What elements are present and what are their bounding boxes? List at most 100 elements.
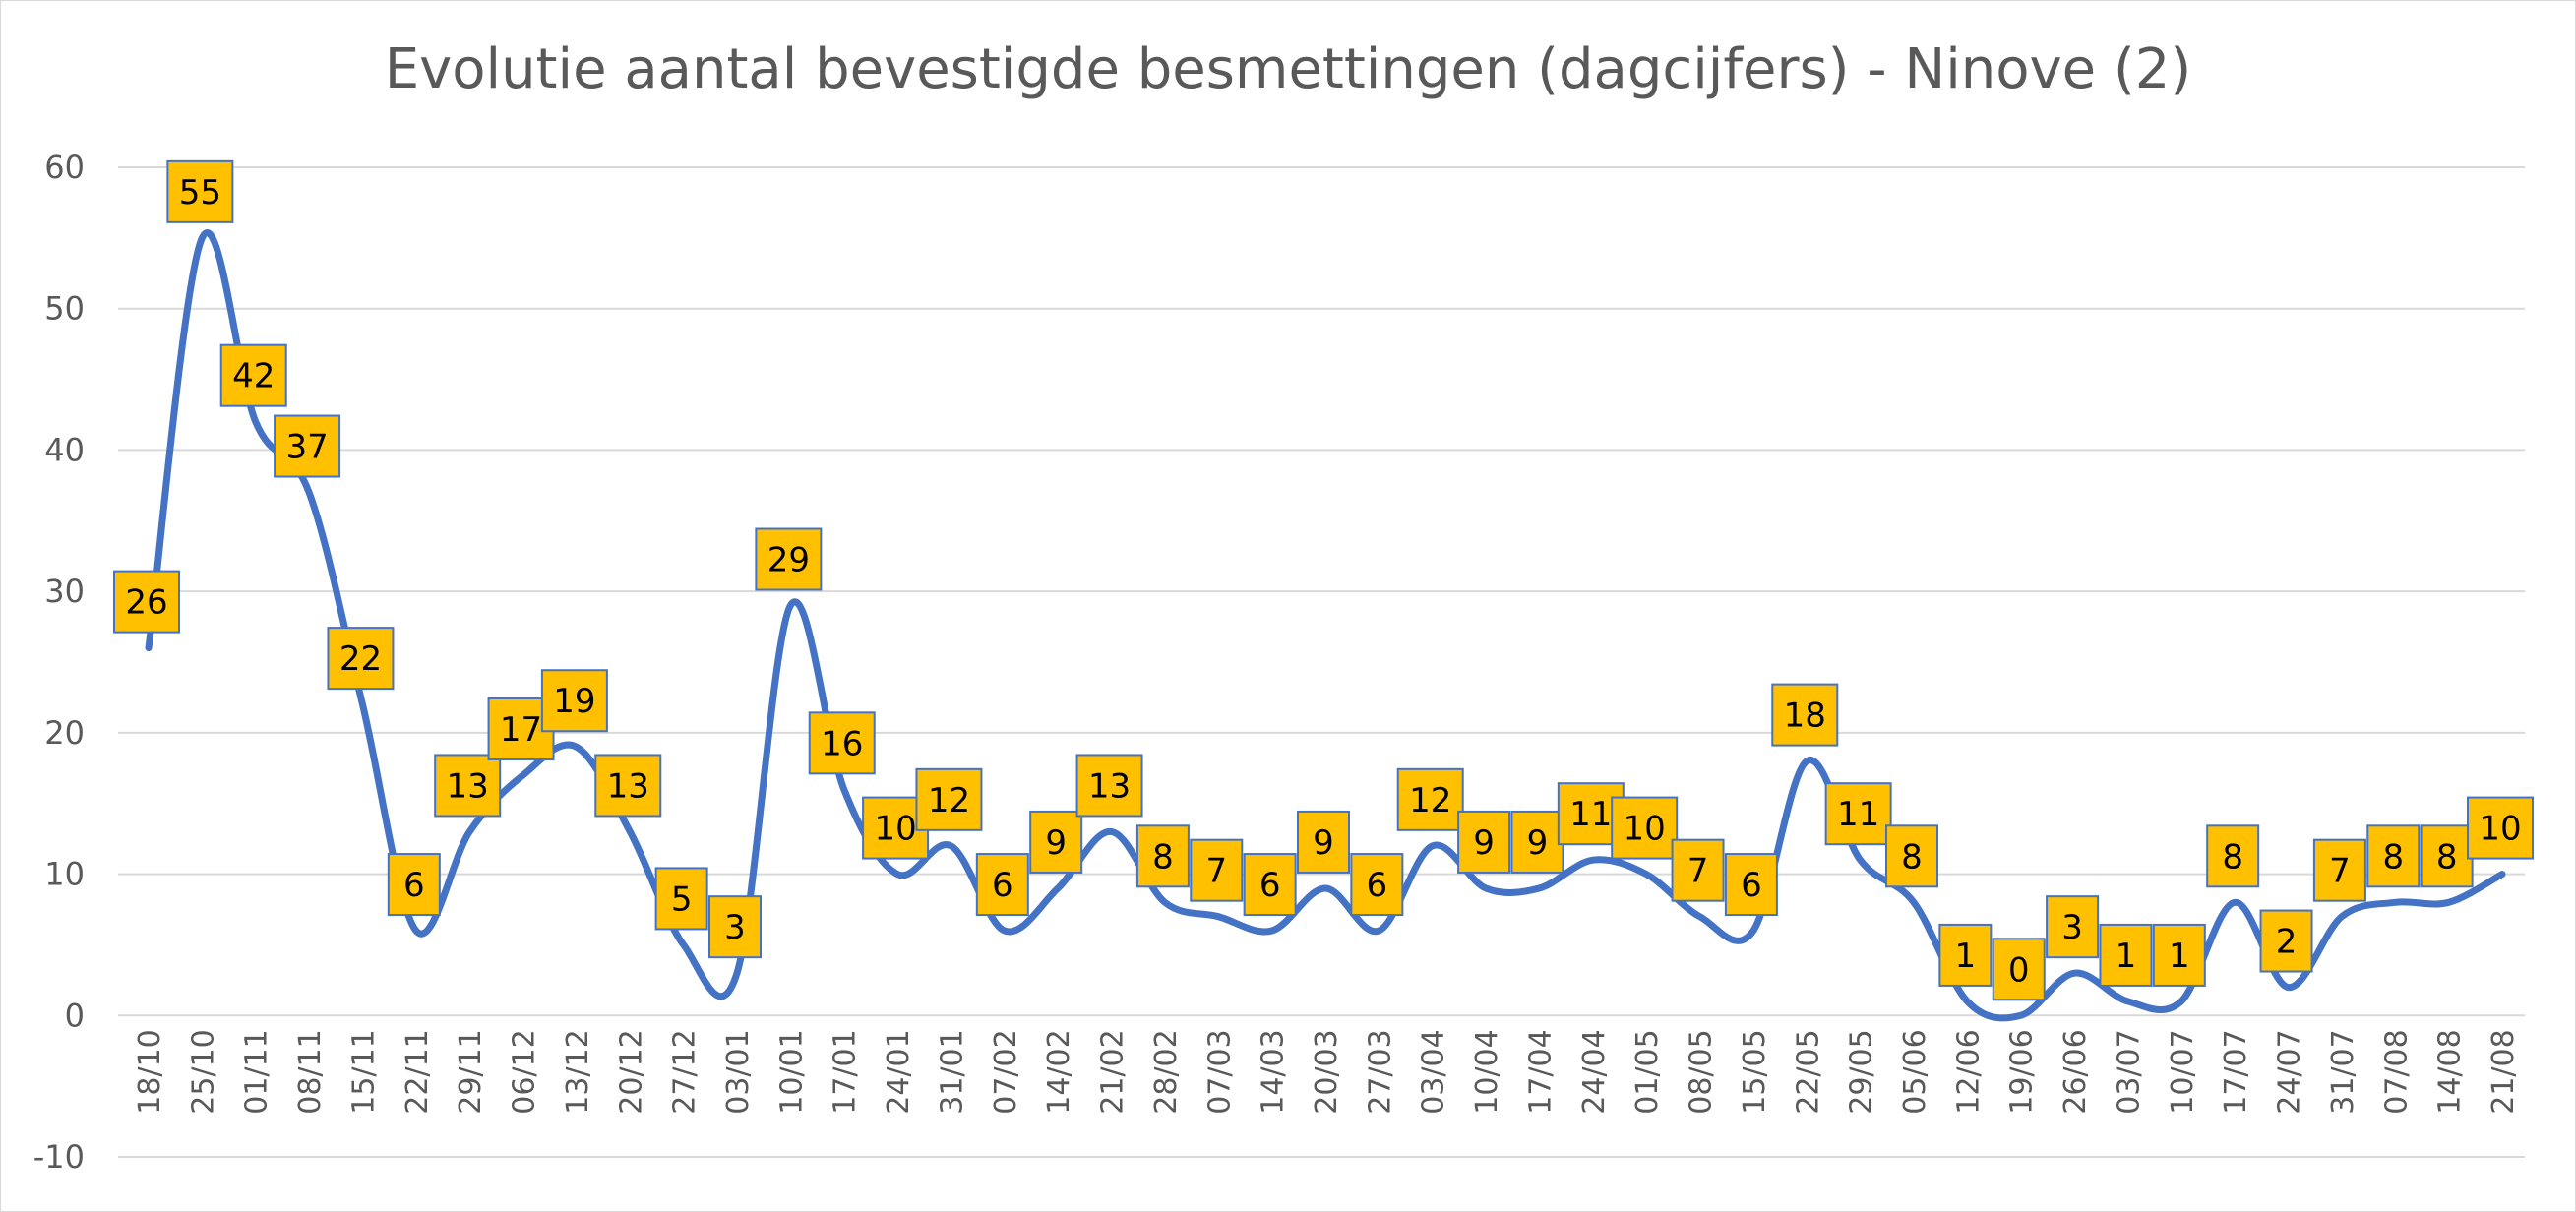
data-label-box: [387, 853, 441, 917]
data-label-box: [1075, 754, 1143, 818]
x-axis-ticks: 18/10 25/10 01/11 08/11 15/11 22/11 29/11 06/12…: [133, 1029, 2521, 1114]
x-tick-label: 03/04: [1417, 1029, 1451, 1114]
data-label-box: [975, 853, 1029, 917]
data-label-text: 9: [1527, 823, 1549, 863]
data-label-box: [1297, 810, 1350, 874]
data-label: 1: [1938, 923, 1993, 987]
data-label: 9: [1457, 810, 1511, 874]
x-tick-label: 24/01: [882, 1029, 916, 1114]
x-tick-label: 21/02: [1096, 1029, 1131, 1114]
data-label: 13: [434, 754, 502, 818]
data-label-box: [1510, 810, 1564, 874]
chart-title: Evolutie aantal bevestigde besmettingen …: [384, 37, 2192, 101]
data-label-text: 2: [2276, 923, 2298, 962]
x-tick-label: 17/07: [2219, 1029, 2253, 1114]
data-label-box: [219, 343, 287, 407]
data-label-text: 42: [232, 357, 275, 396]
data-label: 9: [1029, 810, 1083, 874]
data-label-text: 11: [1569, 795, 1612, 834]
data-label: 6: [387, 853, 441, 917]
data-label: 8: [1135, 824, 1190, 888]
data-label: 5: [654, 867, 708, 931]
data-label: 3: [708, 895, 762, 959]
data-label-box: [274, 414, 341, 478]
data-label-text: 6: [1259, 866, 1281, 905]
data-label: 19: [540, 669, 608, 733]
data-label-text: 1: [2116, 937, 2137, 976]
data-label: 12: [915, 767, 983, 831]
data-label-box: [2046, 895, 2100, 959]
x-tick-label: 18/10: [133, 1029, 167, 1114]
data-label-text: 10: [2479, 810, 2521, 849]
data-label-box: [1190, 838, 1244, 902]
data-label: 13: [594, 754, 662, 818]
y-tick-label: 30: [44, 573, 85, 610]
data-label-text: 3: [2061, 908, 2083, 947]
data-label-text: 55: [179, 173, 221, 212]
series-line: [145, 229, 2506, 1022]
data-label-box: [434, 754, 502, 818]
data-label: 8: [2420, 824, 2474, 888]
x-tick-label: 14/08: [2433, 1029, 2468, 1114]
data-label-text: 19: [553, 682, 595, 721]
y-tick-label: 0: [65, 997, 85, 1034]
x-tick-label: 01/05: [1630, 1029, 1665, 1114]
data-label: 16: [808, 711, 876, 775]
x-tick-label: 06/12: [508, 1029, 542, 1114]
gridlines: [118, 166, 2525, 1158]
data-label-box: [540, 669, 608, 733]
data-label-text: 6: [1741, 866, 1762, 905]
data-label-text: 8: [1901, 837, 1923, 877]
x-tick-label: 17/01: [828, 1029, 863, 1114]
x-tick-label: 22/11: [400, 1029, 435, 1114]
data-label: 8: [2206, 824, 2260, 888]
x-tick-label: 03/07: [2112, 1029, 2146, 1114]
data-label-text: 0: [2008, 950, 2030, 990]
x-tick-label: 05/06: [1898, 1029, 1932, 1114]
data-label-box: [2312, 838, 2366, 902]
data-label-text: 1: [2169, 937, 2190, 976]
data-label-box: [915, 767, 983, 831]
data-label-box: [594, 754, 662, 818]
x-tick-label: 12/06: [1951, 1029, 1986, 1114]
data-label-text: 22: [339, 639, 382, 679]
data-label-text: 13: [607, 766, 649, 806]
data-label-box: [2467, 796, 2534, 860]
data-label-text: 13: [447, 766, 489, 806]
x-tick-label: 03/01: [721, 1029, 756, 1114]
x-tick-label: 08/11: [293, 1029, 328, 1114]
data-label-box: [1611, 796, 1679, 860]
data-label: 6: [1350, 853, 1404, 917]
data-label-text: 9: [1473, 823, 1495, 863]
y-tick-label: -10: [33, 1138, 85, 1176]
data-label: 42: [219, 343, 287, 407]
data-label-text: 1: [1955, 937, 1977, 976]
data-label-box: [2099, 923, 2153, 987]
series-line-group: [145, 229, 2506, 1022]
data-label-text: 8: [2436, 837, 2458, 877]
x-tick-label: 17/04: [1523, 1029, 1558, 1114]
data-label: 10: [1611, 796, 1679, 860]
data-label-text: 8: [2382, 837, 2404, 877]
x-tick-label: 10/04: [1470, 1029, 1504, 1114]
x-tick-label: 31/01: [935, 1029, 969, 1114]
data-label: 18: [1771, 683, 1839, 747]
data-label-text: 7: [2329, 852, 2351, 891]
data-label: 12: [1396, 767, 1464, 831]
data-label: 37: [274, 414, 341, 478]
data-label: 1: [2099, 923, 2153, 987]
y-tick-label: 40: [44, 431, 85, 468]
x-tick-label: 19/06: [2005, 1029, 2040, 1114]
data-label-box: [1029, 810, 1083, 874]
data-label-box: [708, 895, 762, 959]
data-label: 29: [755, 527, 823, 591]
data-label: 22: [327, 627, 395, 691]
data-label: 1: [2152, 923, 2206, 987]
x-tick-label: 20/12: [614, 1029, 648, 1114]
y-tick-label: 10: [44, 856, 85, 893]
data-label: 8: [2366, 824, 2421, 888]
y-axis-ticks: -10 0 10 20 30 40 50 60: [33, 149, 85, 1176]
data-label-text: 17: [500, 710, 542, 750]
x-tick-label: 10/01: [774, 1029, 809, 1114]
x-tick-label: 07/03: [1202, 1029, 1237, 1114]
